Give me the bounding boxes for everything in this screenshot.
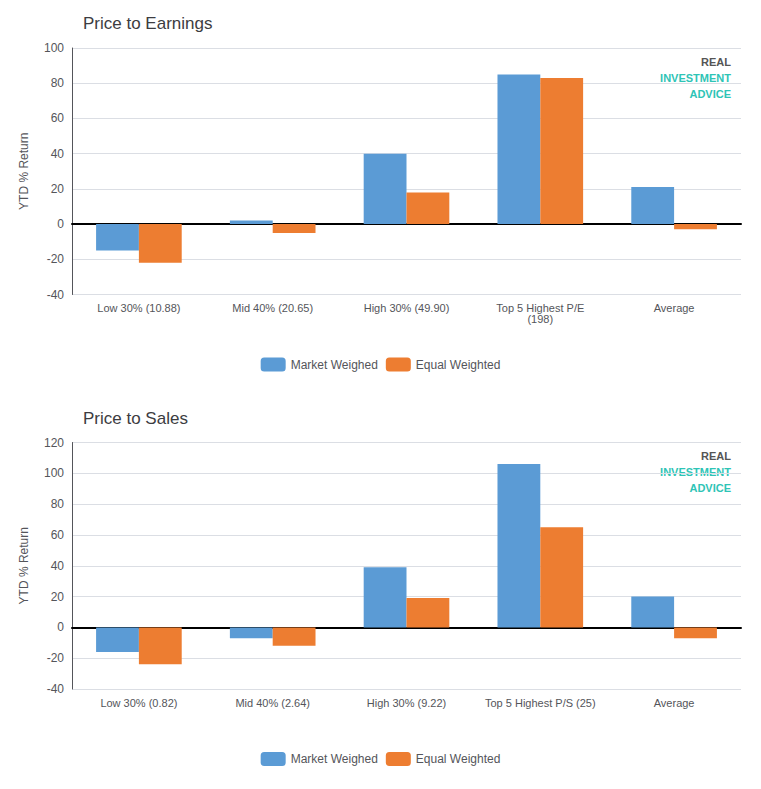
svg-text:Mid 40% (2.64): Mid 40% (2.64) [235, 697, 310, 709]
svg-text:Equal Weighted: Equal Weighted [416, 752, 501, 766]
svg-text:Price to Earnings: Price to Earnings [83, 14, 212, 33]
svg-text:60: 60 [51, 111, 65, 125]
svg-text:-40: -40 [47, 288, 65, 302]
svg-text:0: 0 [57, 217, 64, 231]
svg-text:-20: -20 [47, 252, 65, 266]
svg-text:100: 100 [44, 41, 64, 55]
svg-text:Market Weighed: Market Weighed [291, 358, 378, 372]
svg-text:INVESTMENT: INVESTMENT [660, 466, 731, 478]
svg-text:High 30% (9.22): High 30% (9.22) [367, 697, 447, 709]
svg-text:20: 20 [51, 590, 65, 604]
svg-text:120: 120 [44, 436, 64, 450]
svg-text:Top 5 Highest P/S (25): Top 5 Highest P/S (25) [485, 697, 596, 709]
svg-text:ADVICE: ADVICE [689, 482, 731, 494]
svg-text:20: 20 [51, 182, 65, 196]
svg-text:REAL: REAL [701, 450, 731, 462]
svg-text:Low 30% (10.88): Low 30% (10.88) [97, 302, 180, 314]
svg-text:YTD % Return: YTD % Return [17, 527, 31, 604]
svg-text:Equal Weighted: Equal Weighted [416, 358, 501, 372]
svg-text:Mid 40% (20.65): Mid 40% (20.65) [232, 302, 313, 314]
svg-text:Average: Average [654, 302, 695, 314]
svg-text:-40: -40 [47, 682, 65, 696]
svg-text:REAL: REAL [701, 56, 731, 68]
svg-text:-20: -20 [47, 651, 65, 665]
svg-text:High 30% (49.90): High 30% (49.90) [364, 302, 450, 314]
svg-text:INVESTMENT: INVESTMENT [660, 72, 731, 84]
svg-text:100: 100 [44, 466, 64, 480]
svg-text:Price to Sales: Price to Sales [83, 409, 188, 428]
svg-text:(198): (198) [527, 313, 553, 325]
svg-text:40: 40 [51, 147, 65, 161]
svg-text:80: 80 [51, 497, 65, 511]
svg-text:ADVICE: ADVICE [689, 88, 731, 100]
svg-text:0: 0 [57, 620, 64, 634]
svg-text:Low 30% (0.82): Low 30% (0.82) [100, 697, 177, 709]
svg-text:Average: Average [654, 697, 695, 709]
svg-text:40: 40 [51, 559, 65, 573]
svg-text:60: 60 [51, 528, 65, 542]
svg-text:Market Weighed: Market Weighed [291, 752, 378, 766]
svg-text:YTD % Return: YTD % Return [17, 133, 31, 210]
svg-text:80: 80 [51, 76, 65, 90]
svg-text:Top 5 Highest P/E: Top 5 Highest P/E [496, 302, 585, 314]
